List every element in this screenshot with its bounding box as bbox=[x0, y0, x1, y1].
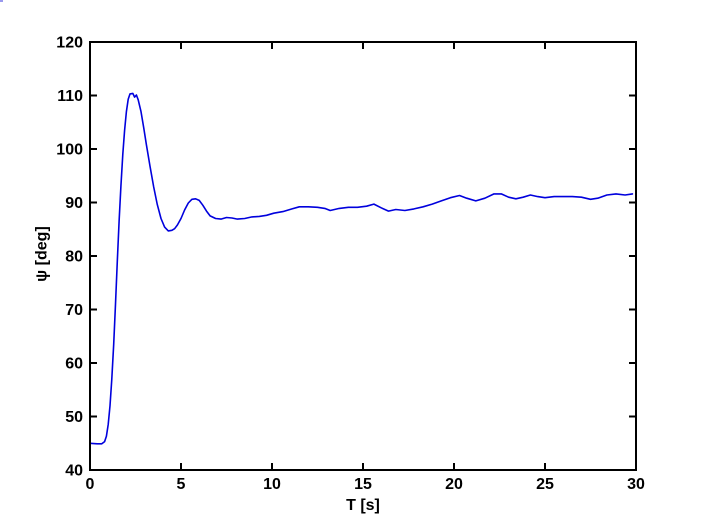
tick-marks bbox=[89, 41, 637, 471]
x-tick-label: 5 bbox=[177, 476, 186, 493]
y-tick-label: 120 bbox=[56, 35, 83, 52]
axes-box bbox=[89, 41, 637, 471]
curve-layer bbox=[89, 92, 634, 445]
x-tick-label: 10 bbox=[263, 476, 281, 493]
y-tick-label: 40 bbox=[65, 463, 83, 480]
screen-artifact-pixel bbox=[0, 0, 3, 2]
response-curve bbox=[89, 92, 634, 445]
x-tick-label: 15 bbox=[354, 476, 372, 493]
x-axis-label: T [s] bbox=[346, 497, 380, 514]
tick-labels: 0 5 10 15 20 25 30 40 50 60 70 80 90 100 110 120 bbox=[56, 35, 645, 493]
y-tick-label: 110 bbox=[57, 88, 83, 105]
y-tick-label: 70 bbox=[65, 302, 83, 319]
y-axis-label: ψ [deg] bbox=[34, 226, 51, 282]
y-tick-label: 90 bbox=[65, 195, 83, 212]
x-tick-label: 25 bbox=[536, 476, 554, 493]
y-tick-label: 80 bbox=[65, 249, 83, 266]
y-tick-label: 100 bbox=[56, 142, 83, 159]
y-tick-label: 60 bbox=[65, 356, 83, 373]
x-tick-label: 30 bbox=[627, 476, 645, 493]
x-tick-label: 20 bbox=[445, 476, 463, 493]
y-tick-label: 50 bbox=[65, 409, 83, 426]
x-tick-label: 0 bbox=[86, 476, 95, 493]
